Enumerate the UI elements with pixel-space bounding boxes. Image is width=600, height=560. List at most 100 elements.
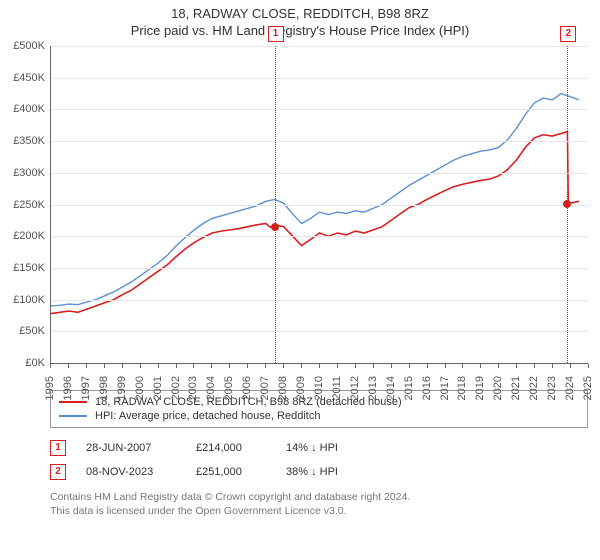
- transaction-marker-box: 2: [50, 464, 66, 480]
- x-axis-tick-mark: [373, 364, 374, 368]
- x-axis-tick-mark: [337, 364, 338, 368]
- legend-swatch: [59, 415, 87, 417]
- x-axis-tick-label: 2020: [492, 376, 504, 400]
- transaction-row: 208-NOV-2023£251,00038% ↓ HPI: [50, 460, 588, 484]
- transaction-date: 28-JUN-2007: [86, 442, 176, 454]
- gridline-horizontal: [51, 109, 588, 110]
- x-axis-tick-mark: [247, 364, 248, 368]
- x-axis-tick-mark: [104, 364, 105, 368]
- x-axis-tick-label: 2003: [187, 376, 199, 400]
- x-axis-tick-mark: [86, 364, 87, 368]
- event-vline-1: [275, 46, 276, 363]
- transaction-price: £214,000: [196, 442, 266, 454]
- x-axis-tick-label: 2018: [456, 376, 468, 400]
- x-axis-tick-mark: [516, 364, 517, 368]
- x-axis-tick-label: 2004: [205, 376, 217, 400]
- x-axis-tick-mark: [534, 364, 535, 368]
- transactions-table: 128-JUN-2007£214,00014% ↓ HPI208-NOV-202…: [50, 436, 588, 484]
- gridline-horizontal: [51, 78, 588, 79]
- y-axis-tick-label: £50K: [1, 325, 45, 337]
- x-axis-tick-mark: [140, 364, 141, 368]
- x-axis-tick-label: 2023: [546, 376, 558, 400]
- x-axis-tick-mark: [391, 364, 392, 368]
- x-axis-tick-mark: [158, 364, 159, 368]
- y-axis-tick-label: £300K: [1, 167, 45, 179]
- legend-label: HPI: Average price, detached house, Redd…: [95, 410, 320, 422]
- gridline-horizontal: [51, 141, 588, 142]
- y-axis-tick-label: £350K: [1, 135, 45, 147]
- chart-area: £0K£50K£100K£150K£200K£250K£300K£350K£40…: [50, 46, 588, 386]
- x-axis-tick-mark: [122, 364, 123, 368]
- x-axis-tick-label: 1996: [62, 376, 74, 400]
- x-axis-tick-mark: [50, 364, 51, 368]
- x-axis-tick-label: 2000: [134, 376, 146, 400]
- y-axis-tick-label: £0K: [1, 357, 45, 369]
- transaction-delta: 14% ↓ HPI: [286, 442, 376, 454]
- transaction-row: 1 28-JUN-2007 £214,000 14% ↓ HPI: [50, 436, 588, 460]
- x-axis-tick-mark: [283, 364, 284, 368]
- footer-attribution: Contains HM Land Registry data © Crown c…: [50, 490, 588, 518]
- event-dot-2: [563, 200, 571, 208]
- x-axis-tick-label: 2005: [223, 376, 235, 400]
- event-marker-box-2: 2: [560, 26, 576, 42]
- x-axis-tick-mark: [211, 364, 212, 368]
- event-dot-1: [271, 223, 279, 231]
- x-axis-tick-label: 1997: [80, 376, 92, 400]
- gridline-horizontal: [51, 205, 588, 206]
- chart-title-line1: 18, RADWAY CLOSE, REDDITCH, B98 8RZ: [0, 6, 600, 21]
- y-axis-tick-label: £100K: [1, 294, 45, 306]
- x-axis-tick-mark: [319, 364, 320, 368]
- x-axis-tick-label: 2001: [152, 376, 164, 400]
- y-axis-tick-label: £400K: [1, 103, 45, 115]
- event-marker-box-1: 1: [268, 26, 284, 42]
- gridline-horizontal: [51, 46, 588, 47]
- x-axis-tick-label: 2010: [313, 376, 325, 400]
- x-axis-tick-mark: [176, 364, 177, 368]
- x-axis-tick-label: 2014: [385, 376, 397, 400]
- legend-row: HPI: Average price, detached house, Redd…: [59, 409, 579, 423]
- footer-line2: This data is licensed under the Open Gov…: [50, 504, 588, 518]
- x-axis-tick-label: 2024: [564, 376, 576, 400]
- y-axis-tick-label: £150K: [1, 262, 45, 274]
- transaction-price: £251,000: [196, 466, 266, 478]
- x-axis-tick-mark: [480, 364, 481, 368]
- x-axis-tick-mark: [570, 364, 571, 368]
- x-axis-tick-label: 2012: [349, 376, 361, 400]
- x-axis-tick-label: 2019: [474, 376, 486, 400]
- gridline-horizontal: [51, 268, 588, 269]
- x-axis-tick-label: 2017: [439, 376, 451, 400]
- x-axis-tick-mark: [409, 364, 410, 368]
- x-axis-tick-label: 2002: [170, 376, 182, 400]
- x-axis-tick-label: 2008: [277, 376, 289, 400]
- x-axis-tick-label: 2011: [331, 376, 343, 400]
- y-axis-tick-label: £250K: [1, 199, 45, 211]
- gridline-horizontal: [51, 300, 588, 301]
- x-axis-tick-label: 2015: [403, 376, 415, 400]
- x-axis-tick-label: 2007: [259, 376, 271, 400]
- x-axis-tick-mark: [355, 364, 356, 368]
- gridline-horizontal: [51, 236, 588, 237]
- series-line-price_paid: [51, 132, 579, 314]
- y-axis-tick-label: £500K: [1, 40, 45, 52]
- chart-title-block: 18, RADWAY CLOSE, REDDITCH, B98 8RZ Pric…: [0, 0, 600, 38]
- x-axis-tick-label: 2025: [582, 376, 594, 400]
- gridline-horizontal: [51, 173, 588, 174]
- x-axis-tick-label: 2006: [241, 376, 253, 400]
- x-axis-tick-mark: [588, 364, 589, 368]
- x-axis-tick-mark: [265, 364, 266, 368]
- x-axis-tick-mark: [445, 364, 446, 368]
- transaction-marker-box: 1: [50, 440, 66, 456]
- x-axis-tick-label: 1998: [98, 376, 110, 400]
- gridline-horizontal: [51, 331, 588, 332]
- x-axis-tick-label: 1999: [116, 376, 128, 400]
- x-axis-tick-label: 1995: [44, 376, 56, 400]
- x-axis-tick-mark: [427, 364, 428, 368]
- x-axis-tick-mark: [193, 364, 194, 368]
- legend-swatch: [59, 401, 87, 403]
- x-axis-tick-mark: [68, 364, 69, 368]
- footer-line1: Contains HM Land Registry data © Crown c…: [50, 490, 588, 504]
- transaction-delta: 38% ↓ HPI: [286, 466, 376, 478]
- x-axis-tick-mark: [462, 364, 463, 368]
- x-axis-tick-label: 2022: [528, 376, 540, 400]
- x-axis-tick-label: 2021: [510, 376, 522, 400]
